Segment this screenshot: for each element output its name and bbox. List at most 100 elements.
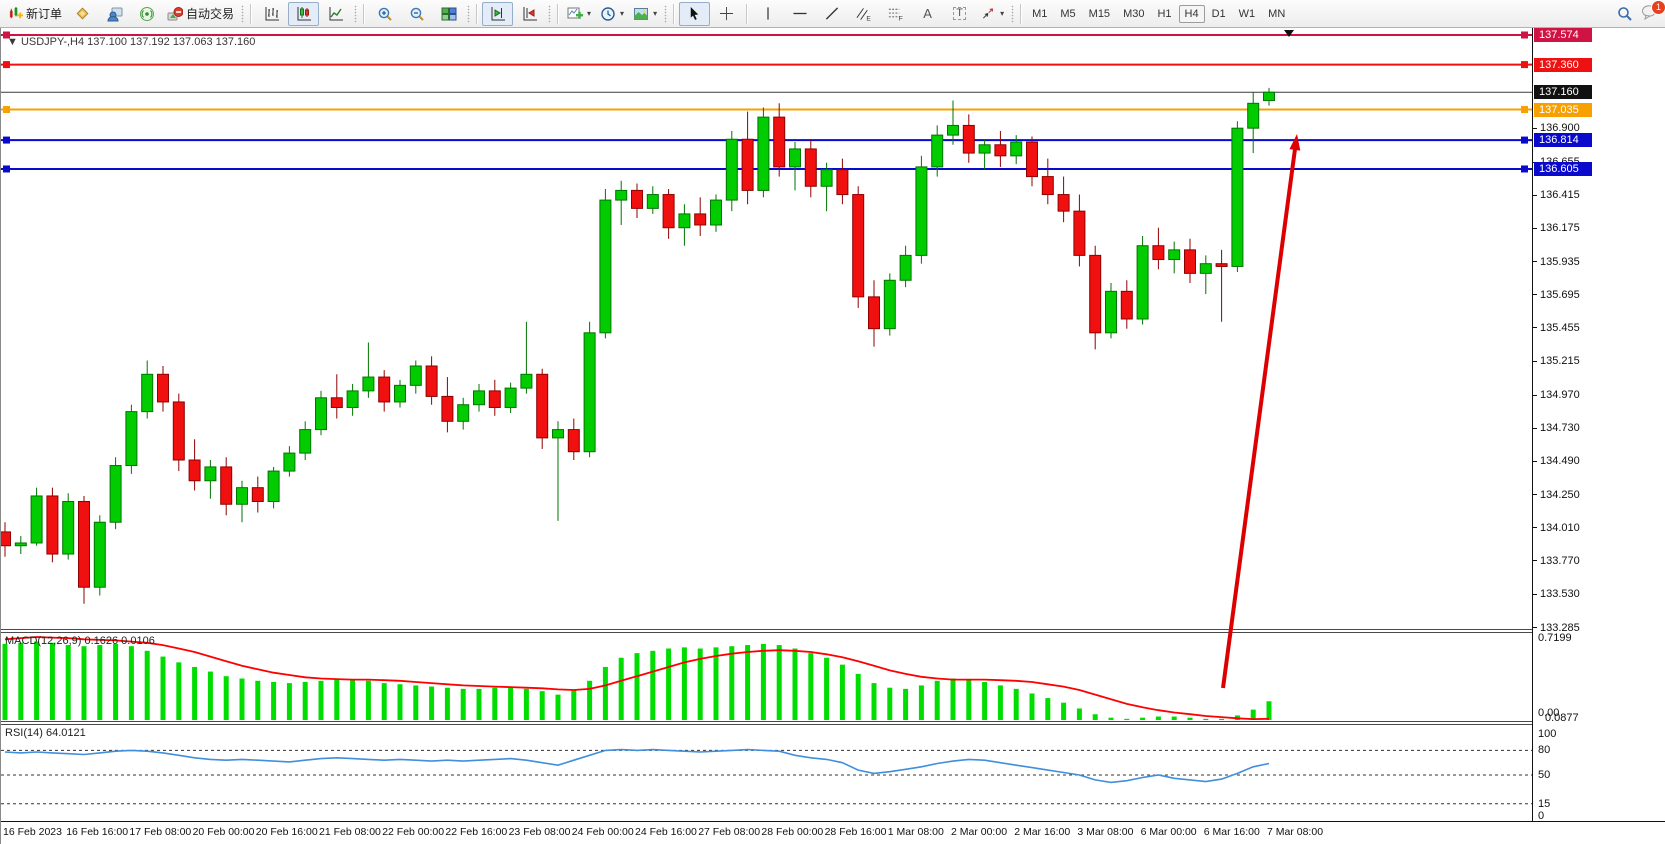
line-handle[interactable] (3, 31, 10, 39)
macd-histogram-bar (903, 688, 909, 720)
pane-separator[interactable] (1, 629, 1665, 633)
macd-histogram-bar (650, 650, 656, 720)
candle-body (804, 148, 817, 187)
market-watch-button[interactable] (67, 2, 98, 26)
macd-histogram-bar (207, 671, 213, 720)
candlestick-chart-button[interactable] (288, 1, 320, 26)
autotrading-icon (167, 6, 184, 20)
crosshair-button[interactable] (711, 2, 742, 26)
macd-histogram-bar (1029, 693, 1035, 720)
price-tick: 135.455 (1533, 322, 1580, 334)
macd-pane[interactable] (1, 633, 1532, 721)
macd-histogram-bar (1203, 718, 1209, 721)
indicators-button[interactable]: ▾ (563, 2, 595, 26)
candle-body (931, 134, 944, 168)
line-handle[interactable] (1521, 31, 1528, 39)
trendline-button[interactable] (816, 2, 847, 26)
candle-body (299, 429, 312, 454)
macd-histogram-bar (255, 680, 261, 720)
candle-body (1215, 263, 1228, 267)
line-handle[interactable] (3, 165, 10, 173)
price-axis[interactable]: 136.900136.655136.415136.175135.935135.6… (1532, 28, 1665, 822)
cursor-button[interactable] (679, 1, 711, 26)
chart-shift-button[interactable] (482, 1, 514, 26)
macd-histogram-bar (634, 653, 640, 720)
price-badge: 136.605 (1534, 161, 1592, 176)
candle-body (62, 500, 75, 555)
macd-histogram-bar (318, 680, 324, 720)
channel-icon: E (856, 7, 871, 22)
text-button[interactable]: A (912, 2, 943, 26)
timeframe-w1[interactable]: W1 (1238, 7, 1256, 20)
date-label: 22 Feb 00:00 (382, 826, 445, 838)
line-chart-button[interactable] (320, 2, 351, 26)
timeframe-m5[interactable]: M5 (1060, 7, 1076, 20)
accounts-button[interactable] (99, 2, 130, 26)
channel-button[interactable]: E (848, 2, 879, 26)
chart-window[interactable]: ▼ USDJPY-,H4 137.100 137.192 137.063 137… (0, 28, 1665, 844)
candle-body (172, 401, 185, 461)
rsi-axis-0: 0 (1538, 810, 1545, 822)
macd-histogram-bar (1092, 714, 1098, 720)
macd-histogram-bar (65, 645, 71, 720)
line-handle[interactable] (1521, 165, 1528, 173)
candle-body (251, 487, 264, 502)
timeframe-h4[interactable]: H4 (1178, 4, 1205, 23)
timeframe-mn[interactable]: MN (1268, 7, 1286, 20)
macd-histogram-bar (681, 647, 687, 720)
bar-chart-button[interactable] (256, 2, 287, 26)
candle-body (1057, 194, 1070, 212)
periods-button[interactable]: ▾ (596, 2, 628, 26)
timeframe-m1[interactable]: M1 (1032, 7, 1048, 20)
candle-body (236, 487, 248, 505)
candle-body (473, 390, 485, 406)
candle-body (1247, 102, 1260, 129)
toolbar-separator (250, 3, 253, 24)
auto-scroll-button[interactable] (514, 2, 545, 26)
zoom-in-button[interactable] (369, 2, 400, 26)
macd-histogram-bar (808, 653, 814, 720)
line-handle[interactable] (3, 61, 10, 69)
templates-button[interactable]: ▾ (629, 2, 661, 26)
price-tick: 136.415 (1533, 189, 1580, 201)
vertical-line-button[interactable] (752, 2, 783, 26)
zoom-out-button[interactable] (401, 2, 432, 26)
horizontal-line-button[interactable] (784, 2, 815, 26)
price-pane[interactable] (1, 28, 1532, 629)
date-axis[interactable]: 16 Feb 2023 16 Feb 16:00 17 Feb 08:00 20 Fe… (1, 821, 1665, 844)
candle-body (93, 521, 106, 588)
search-icon[interactable] (1617, 6, 1633, 22)
tile-windows-button[interactable] (433, 2, 464, 26)
candle-body (30, 495, 43, 544)
macd-histogram-bar (602, 666, 608, 720)
chat-button[interactable]: 1 (1641, 0, 1665, 25)
rsi-axis-50: 50 (1538, 769, 1551, 781)
line-handle[interactable] (1521, 136, 1528, 144)
line-handle[interactable] (3, 106, 10, 114)
date-label: 28 Feb 16:00 (824, 826, 887, 838)
macd-histogram-bar (239, 678, 245, 720)
timeframe-m30[interactable]: M30 (1123, 7, 1145, 20)
cursor-icon (690, 6, 699, 20)
line-handle[interactable] (1521, 106, 1528, 114)
text-label-icon: T (953, 7, 966, 20)
new-order-button[interactable]: 新订单 (4, 2, 66, 26)
line-handle[interactable] (3, 136, 10, 144)
fibonacci-button[interactable]: F (880, 2, 911, 26)
date-label: 16 Feb 16:00 (66, 826, 129, 838)
arrows-button[interactable]: ▾ (976, 2, 1008, 26)
timeframe-m15[interactable]: M15 (1088, 7, 1111, 20)
macd-histogram-bar (713, 647, 719, 720)
macd-histogram-bar (982, 681, 988, 720)
signals-button[interactable] (131, 2, 162, 26)
candle-body (741, 138, 754, 191)
price-badge: 137.160 (1534, 85, 1592, 100)
candle-body (899, 254, 912, 281)
timeframe-d1[interactable]: D1 (1211, 7, 1226, 20)
line-handle[interactable] (1521, 61, 1528, 69)
timeframe-h1[interactable]: H1 (1157, 7, 1172, 20)
pane-separator[interactable] (1, 721, 1665, 725)
rsi-pane[interactable] (1, 725, 1532, 819)
text-label-button[interactable]: T (944, 2, 975, 26)
autotrading-button[interactable]: 自动交易 (163, 2, 238, 26)
